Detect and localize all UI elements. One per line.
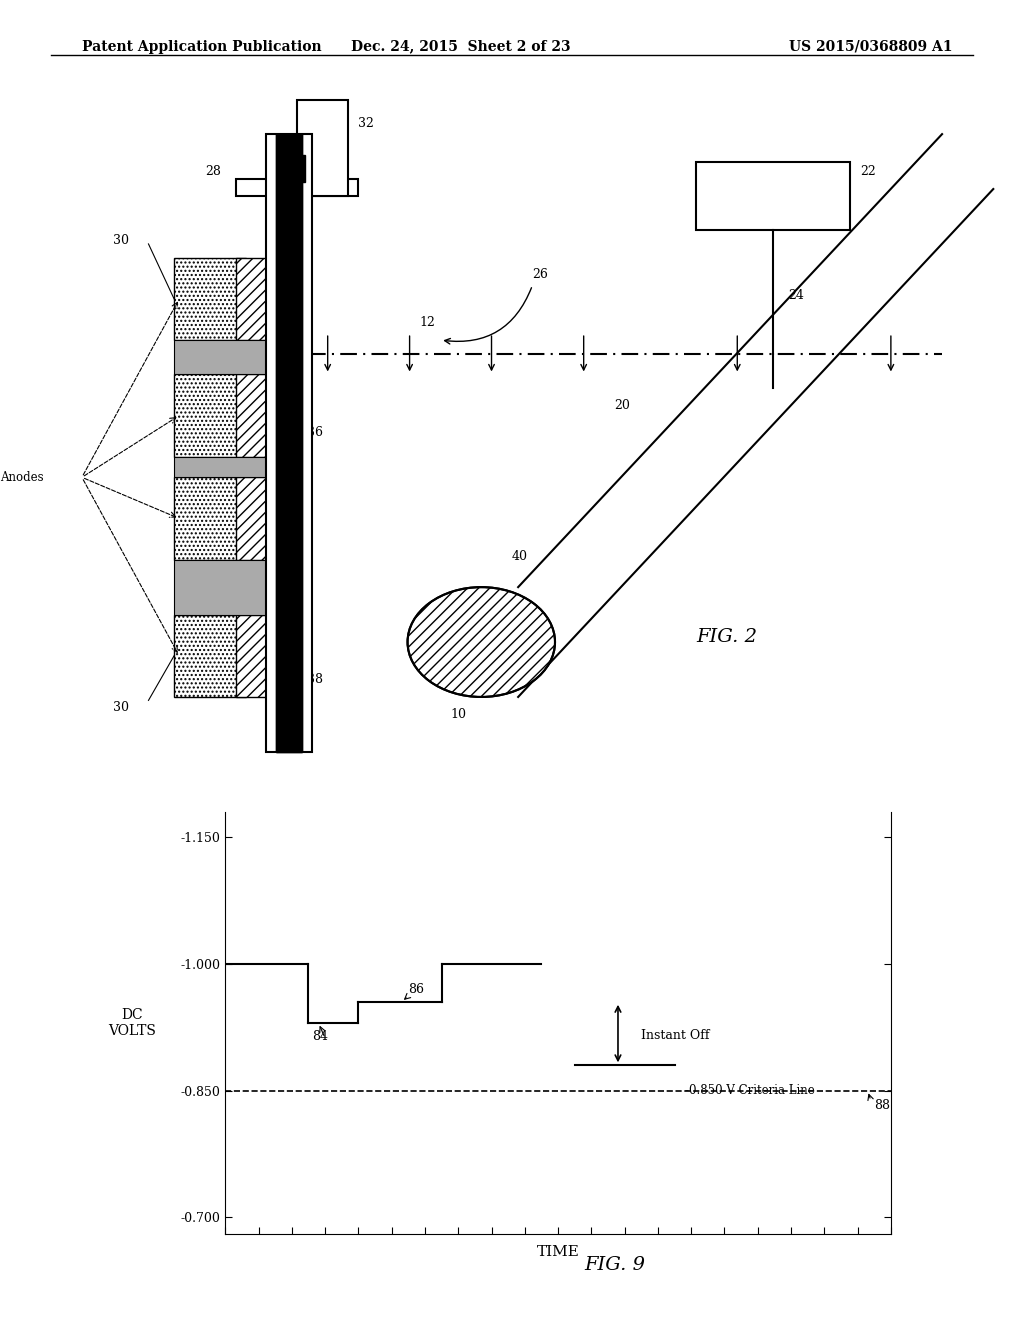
Text: 12: 12: [420, 317, 436, 329]
Text: FIG. 9: FIG. 9: [584, 1255, 645, 1274]
Bar: [696, 161, 850, 230]
X-axis label: TIME: TIME: [537, 1245, 580, 1258]
Text: 24: 24: [788, 289, 805, 302]
Text: Patent Application Publication: Patent Application Publication: [82, 40, 322, 54]
Text: 30: 30: [113, 701, 129, 714]
Bar: [236, 615, 266, 697]
Bar: [236, 375, 266, 457]
Bar: [276, 135, 302, 752]
Text: 36: 36: [307, 426, 324, 440]
Text: 84: 84: [311, 1030, 328, 1043]
Bar: [174, 375, 246, 457]
Bar: [289, 154, 295, 182]
Text: 32: 32: [358, 117, 375, 131]
Bar: [266, 135, 312, 752]
Text: 86: 86: [409, 983, 424, 997]
Text: 30: 30: [113, 234, 129, 247]
Text: 34: 34: [174, 330, 190, 343]
Bar: [174, 341, 266, 375]
Bar: [276, 135, 302, 752]
Bar: [236, 178, 358, 195]
Bar: [174, 257, 246, 341]
Text: 88: 88: [874, 1100, 890, 1113]
Bar: [174, 615, 246, 697]
Bar: [297, 100, 348, 195]
Text: 40: 40: [512, 549, 528, 562]
Bar: [236, 478, 266, 560]
Text: US 2015/0368809 A1: US 2015/0368809 A1: [788, 40, 952, 54]
Bar: [236, 257, 266, 341]
Bar: [299, 154, 305, 182]
Text: 28: 28: [205, 165, 221, 178]
Text: 26: 26: [532, 268, 549, 281]
Text: Instant Off: Instant Off: [641, 1030, 710, 1043]
Text: 22: 22: [860, 165, 876, 178]
Y-axis label: DC
VOLTS: DC VOLTS: [108, 1008, 156, 1038]
Bar: [174, 457, 266, 478]
Text: 10: 10: [451, 708, 467, 721]
Bar: [174, 560, 266, 615]
Text: 38: 38: [307, 673, 324, 686]
Bar: [279, 154, 285, 182]
Text: -0.850 V Criteria Line: -0.850 V Criteria Line: [685, 1084, 814, 1097]
Text: Dec. 24, 2015  Sheet 2 of 23: Dec. 24, 2015 Sheet 2 of 23: [351, 40, 570, 54]
Text: 20: 20: [614, 399, 631, 412]
Text: Anodes: Anodes: [0, 471, 44, 484]
Bar: [174, 478, 246, 560]
Text: FIG. 2: FIG. 2: [696, 628, 758, 645]
Ellipse shape: [408, 587, 555, 697]
